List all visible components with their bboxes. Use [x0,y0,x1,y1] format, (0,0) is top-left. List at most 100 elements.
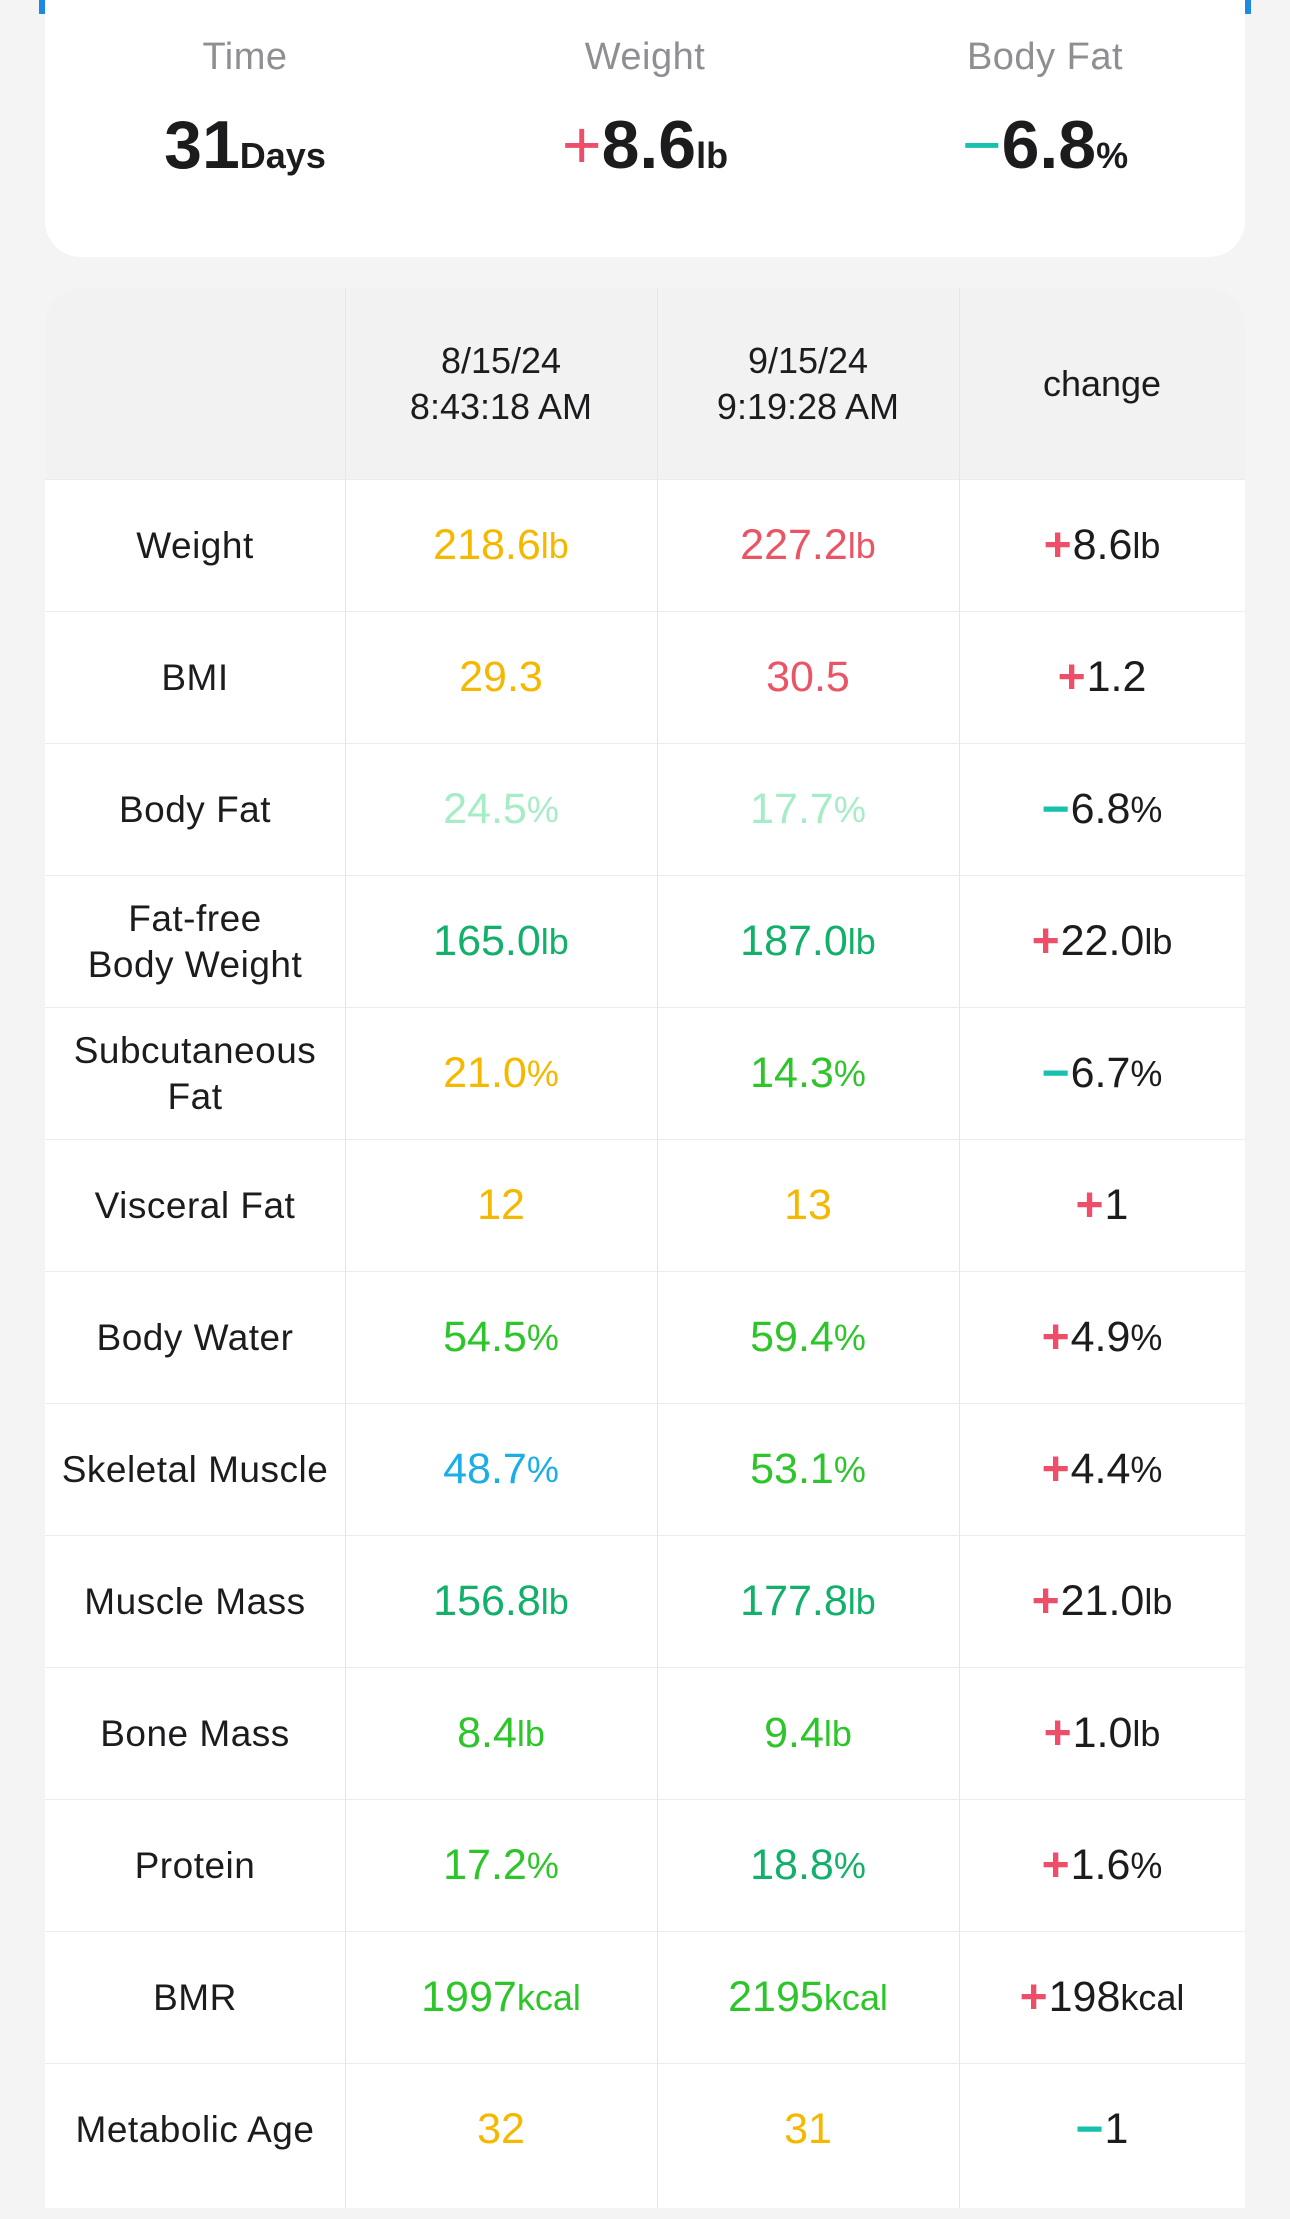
value-number: 30.5 [766,653,850,701]
summary-body-fat-value: −6.8% [845,106,1245,184]
summary-weight-unit: lb [696,135,729,176]
table-row: Visceral Fat 12 13 +1 [45,1139,1245,1271]
table-row: Fat-free Body Weight 165.0 lb 187.0 lb +22.0 lb [45,875,1245,1007]
summary-card: Time 31Days Weight +8.6lb Body Fat −6.8% [39,0,1251,257]
value-date-2: 13 [657,1140,959,1271]
value-number: 8.4 [457,1709,517,1757]
value-change: +1.6% [959,1800,1245,1931]
change-number: 4.4 [1070,1445,1131,1493]
value-date-2: 53.1% [657,1404,959,1535]
value-unit: lb [823,1712,852,1754]
header-date-2-time: 9:19:28 AM [716,385,900,427]
metric-label: Metabolic Age [75,2108,315,2150]
value-number: 29.3 [459,653,543,701]
change-number: 1.0 [1072,1709,1133,1757]
change-sign: + [1031,915,1060,968]
value-number: 218.6 [433,521,541,569]
value-change: +1.2 [959,612,1245,743]
value-number: 48.7 [443,1445,527,1493]
change-number: 1.2 [1086,653,1147,701]
column-divider [345,288,346,2208]
value-unit: % [526,1844,559,1886]
change-number: 1.6 [1070,1841,1131,1889]
value-unit: % [833,1316,866,1358]
change-sign: + [1075,1179,1104,1232]
value-date-1: 218.6 lb [345,480,657,611]
header-change: change [959,288,1245,479]
table-row: Body Water 54.5% 59.4% +4.9% [45,1271,1245,1403]
value-unit: % [526,1052,559,1094]
value-date-1: 29.3 [345,612,657,743]
header-change-label: change [1042,362,1162,404]
value-change: −6.7% [959,1008,1245,1139]
table-row: Body Fat 24.5% 17.7% −6.8% [45,743,1245,875]
change-sign: − [1041,1047,1070,1100]
value-number: 187.0 [740,917,848,965]
summary-body-fat-sign: − [961,107,1002,183]
summary-weight-value: +8.6lb [445,106,845,184]
value-change: +4.9% [959,1272,1245,1403]
value-unit: lb [847,1580,876,1622]
table-row: Muscle Mass 156.8 lb 177.8 lb +21.0 lb [45,1535,1245,1667]
value-number: 9.4 [764,1709,824,1757]
value-number: 177.8 [740,1577,848,1625]
change-sign: + [1031,1575,1060,1628]
metric-name: Body Water [45,1272,345,1403]
summary-time-value: 31Days [45,106,445,184]
value-unit: lb [516,1712,545,1754]
value-number: 24.5 [443,785,527,833]
header-date-1: 8/15/24 8:43:18 AM [345,288,657,479]
summary-weight-label: Weight [584,36,706,78]
table-header: 8/15/24 8:43:18 AM 9/15/24 9:19:28 AM ch… [45,288,1245,479]
comparison-table: 8/15/24 8:43:18 AM 9/15/24 9:19:28 AM ch… [45,288,1245,2208]
change-sign: + [1041,1839,1070,1892]
header-date-2-date: 9/15/24 [747,339,869,381]
change-number: 21.0 [1060,1577,1145,1625]
value-date-1: 165.0 lb [345,876,657,1007]
value-date-1: 1997 kcal [345,1932,657,2063]
change-sign: + [1043,1707,1072,1760]
value-number: 17.7 [750,785,834,833]
value-date-1: 12 [345,1140,657,1271]
metric-label: BMR [153,1976,237,2018]
value-date-2: 59.4% [657,1272,959,1403]
summary-weight-number: 8.6 [601,107,697,183]
value-number: 54.5 [443,1313,527,1361]
change-unit: lb [1144,1580,1173,1622]
value-number: 2195 [728,1973,824,2021]
value-unit: lb [847,920,876,962]
metric-label: Weight [136,524,254,566]
change-sign: + [1041,1311,1070,1364]
header-date-1-time: 8:43:18 AM [409,385,593,427]
value-date-2: 177.8 lb [657,1536,959,1667]
metric-label: Visceral Fat [94,1184,296,1226]
value-unit: % [833,788,866,830]
change-unit: % [1130,1052,1163,1094]
table-row: Metabolic Age 32 31 −1 [45,2063,1245,2195]
change-number: 22.0 [1060,917,1145,965]
value-number: 1997 [421,1973,517,2021]
metric-label: Protein [134,1844,256,1886]
value-unit: lb [540,524,569,566]
value-number: 17.2 [443,1841,527,1889]
summary-weight-sign: + [561,107,602,183]
metric-label: Muscle Mass [84,1580,306,1622]
value-unit: % [526,1448,559,1490]
value-change: +4.4% [959,1404,1245,1535]
summary-time-unit: Days [239,135,326,176]
change-unit: lb [1132,1712,1161,1754]
value-date-1: 32 [345,2064,657,2195]
value-number: 31 [784,2105,832,2153]
value-date-1: 48.7% [345,1404,657,1535]
value-change: +198 kcal [959,1932,1245,2063]
metric-name: Body Fat [45,744,345,875]
metric-name: Skeletal Muscle [45,1404,345,1535]
metric-label: Subcutaneous Fat [73,1029,317,1117]
value-change: +22.0 lb [959,876,1245,1007]
value-change: +1 [959,1140,1245,1271]
change-unit: kcal [1120,1976,1185,2018]
value-unit: lb [847,524,876,566]
value-number: 14.3 [750,1049,834,1097]
value-number: 21.0 [443,1049,527,1097]
change-number: 6.8 [1070,785,1131,833]
